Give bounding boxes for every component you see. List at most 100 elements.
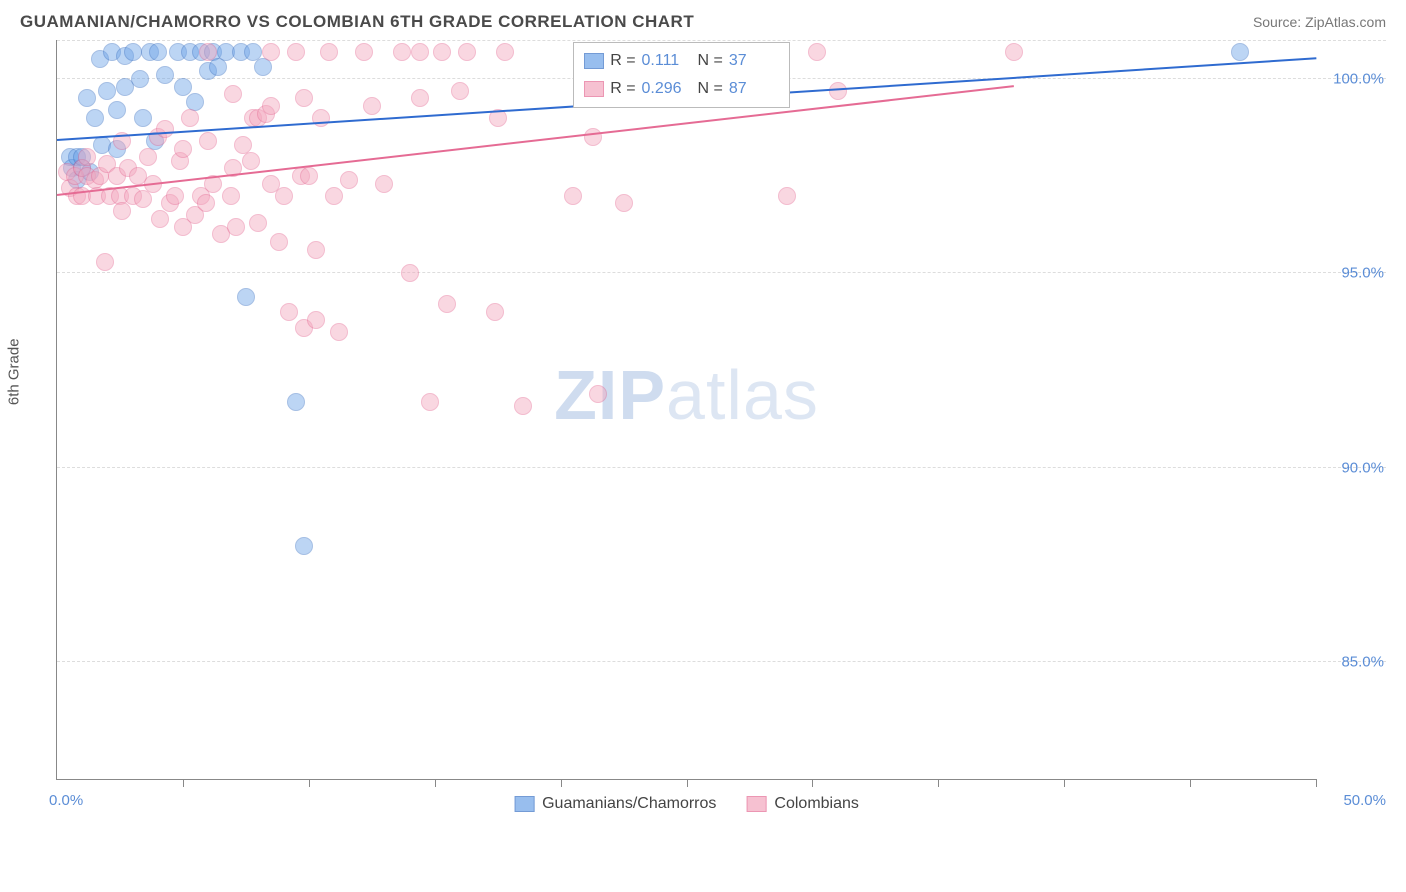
data-point [156, 66, 174, 84]
data-point [96, 253, 114, 271]
data-point [174, 140, 192, 158]
source-attribution: Source: ZipAtlas.com [1253, 14, 1386, 30]
x-tick [812, 779, 813, 787]
data-point [496, 43, 514, 61]
data-point [199, 43, 217, 61]
gridline [57, 272, 1386, 273]
x-tick [561, 779, 562, 787]
data-point [78, 89, 96, 107]
data-point [113, 202, 131, 220]
y-tick-label: 85.0% [1322, 654, 1384, 671]
legend-r-label: R = [610, 80, 635, 98]
data-point [237, 288, 255, 306]
chart-title: GUAMANIAN/CHAMORRO VS COLOMBIAN 6TH GRAD… [20, 12, 694, 32]
x-tick [183, 779, 184, 787]
data-point [181, 109, 199, 127]
legend-item: Guamanians/Chamorros [514, 795, 716, 813]
x-tick [435, 779, 436, 787]
data-point [262, 97, 280, 115]
data-point [451, 82, 469, 100]
data-point [438, 295, 456, 313]
legend-series-name: Guamanians/Chamorros [542, 795, 716, 813]
data-point [375, 175, 393, 193]
legend-row: R = 0.296 N = 87 [584, 75, 779, 103]
legend-swatch [584, 81, 604, 97]
y-tick-label: 90.0% [1322, 459, 1384, 476]
data-point [139, 148, 157, 166]
data-point [1005, 43, 1023, 61]
data-point [242, 152, 260, 170]
series-legend: Guamanians/Chamorros Colombians [514, 795, 859, 813]
data-point [151, 210, 169, 228]
data-point [320, 43, 338, 61]
data-point [421, 393, 439, 411]
data-point [149, 43, 167, 61]
data-point [589, 385, 607, 403]
x-min-label: 0.0% [49, 792, 83, 809]
data-point [615, 194, 633, 212]
gridline [57, 40, 1386, 41]
x-tick [1064, 779, 1065, 787]
data-point [249, 214, 267, 232]
data-point [411, 43, 429, 61]
data-point [458, 43, 476, 61]
data-point [393, 43, 411, 61]
data-point [197, 194, 215, 212]
data-point [98, 82, 116, 100]
data-point [307, 311, 325, 329]
legend-r-value: 0.111 [642, 52, 692, 70]
legend-r-value: 0.296 [642, 80, 692, 98]
data-point [174, 78, 192, 96]
gridline [57, 661, 1386, 662]
legend-swatch [746, 796, 766, 812]
x-tick [1190, 779, 1191, 787]
gridline [57, 467, 1386, 468]
legend-n-label: N = [698, 80, 723, 98]
data-point [363, 97, 381, 115]
data-point [254, 58, 272, 76]
data-point [330, 323, 348, 341]
data-point [275, 187, 293, 205]
data-point [300, 167, 318, 185]
data-point [325, 187, 343, 205]
data-point [270, 233, 288, 251]
data-point [411, 89, 429, 107]
data-point [280, 303, 298, 321]
data-point [156, 120, 174, 138]
y-tick-label: 95.0% [1322, 265, 1384, 282]
data-point [224, 85, 242, 103]
x-max-label: 50.0% [1343, 792, 1386, 809]
data-point [355, 43, 373, 61]
data-point [134, 190, 152, 208]
legend-n-value: 87 [729, 80, 779, 98]
y-tick-label: 100.0% [1322, 70, 1384, 87]
x-tick [687, 779, 688, 787]
legend-swatch [514, 796, 534, 812]
data-point [584, 128, 602, 146]
data-point [124, 43, 142, 61]
data-point [86, 109, 104, 127]
legend-r-label: R = [610, 52, 635, 70]
data-point [227, 218, 245, 236]
data-point [295, 537, 313, 555]
x-tick [309, 779, 310, 787]
data-point [199, 132, 217, 150]
data-point [295, 89, 313, 107]
data-point [287, 393, 305, 411]
data-point [108, 101, 126, 119]
data-point [307, 241, 325, 259]
data-point [340, 171, 358, 189]
data-point [131, 70, 149, 88]
stats-legend: R = 0.111 N = 37 R = 0.296 N = 87 [573, 42, 790, 108]
legend-n-label: N = [698, 52, 723, 70]
data-point [486, 303, 504, 321]
data-point [134, 109, 152, 127]
plot-area: ZIPatlas 85.0%90.0%95.0%100.0%0.0%50.0%R… [56, 40, 1316, 780]
legend-n-value: 37 [729, 52, 779, 70]
chart-container: ZIPatlas 85.0%90.0%95.0%100.0%0.0%50.0%R… [56, 40, 1386, 820]
data-point [262, 43, 280, 61]
y-axis-label: 6th Grade [6, 338, 23, 405]
data-point [78, 148, 96, 166]
legend-series-name: Colombians [774, 795, 858, 813]
data-point [1231, 43, 1249, 61]
